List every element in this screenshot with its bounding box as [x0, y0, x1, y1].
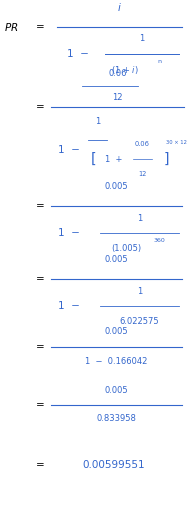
Text: 0.06: 0.06 — [108, 69, 127, 78]
Text: 1: 1 — [137, 287, 142, 296]
Text: 360: 360 — [153, 238, 165, 243]
Text: 1: 1 — [137, 214, 142, 223]
Text: $\mathit{i}$: $\mathit{i}$ — [117, 1, 122, 13]
Text: 1: 1 — [95, 117, 100, 126]
Text: =: = — [36, 201, 44, 211]
Text: 1  −: 1 − — [58, 228, 80, 238]
Text: 30 × 12: 30 × 12 — [166, 140, 187, 145]
Text: 0.005: 0.005 — [105, 182, 128, 191]
Text: 1  −  0.166042: 1 − 0.166042 — [85, 357, 148, 366]
Text: 0.005: 0.005 — [105, 327, 128, 336]
Text: =: = — [36, 460, 44, 470]
Text: 0.833958: 0.833958 — [97, 415, 137, 423]
Text: 1  −: 1 − — [58, 301, 80, 311]
Text: =: = — [36, 342, 44, 352]
Text: 0.005: 0.005 — [105, 255, 128, 264]
Text: 0.06: 0.06 — [135, 141, 150, 147]
Text: [: [ — [91, 152, 96, 166]
Text: (1 + $\mathit{i}$): (1 + $\mathit{i}$) — [111, 64, 139, 76]
Text: =: = — [36, 102, 44, 112]
Text: (1.005): (1.005) — [111, 244, 141, 253]
Text: 6.022575: 6.022575 — [120, 317, 159, 326]
Text: =: = — [36, 400, 44, 409]
Text: 12: 12 — [138, 171, 146, 177]
Text: n: n — [157, 59, 161, 64]
Text: $\mathit{PR}$: $\mathit{PR}$ — [4, 21, 18, 33]
Text: =: = — [36, 22, 44, 31]
Text: 1  −: 1 − — [67, 49, 89, 59]
Text: 0.00599551: 0.00599551 — [82, 460, 145, 470]
Text: 1  −: 1 − — [58, 145, 80, 155]
Text: 0.005: 0.005 — [105, 386, 128, 395]
Text: 1: 1 — [140, 34, 145, 43]
Text: =: = — [36, 274, 44, 283]
Text: 12: 12 — [112, 93, 123, 102]
Text: 1  +: 1 + — [105, 155, 123, 164]
Text: ]: ] — [163, 152, 169, 166]
